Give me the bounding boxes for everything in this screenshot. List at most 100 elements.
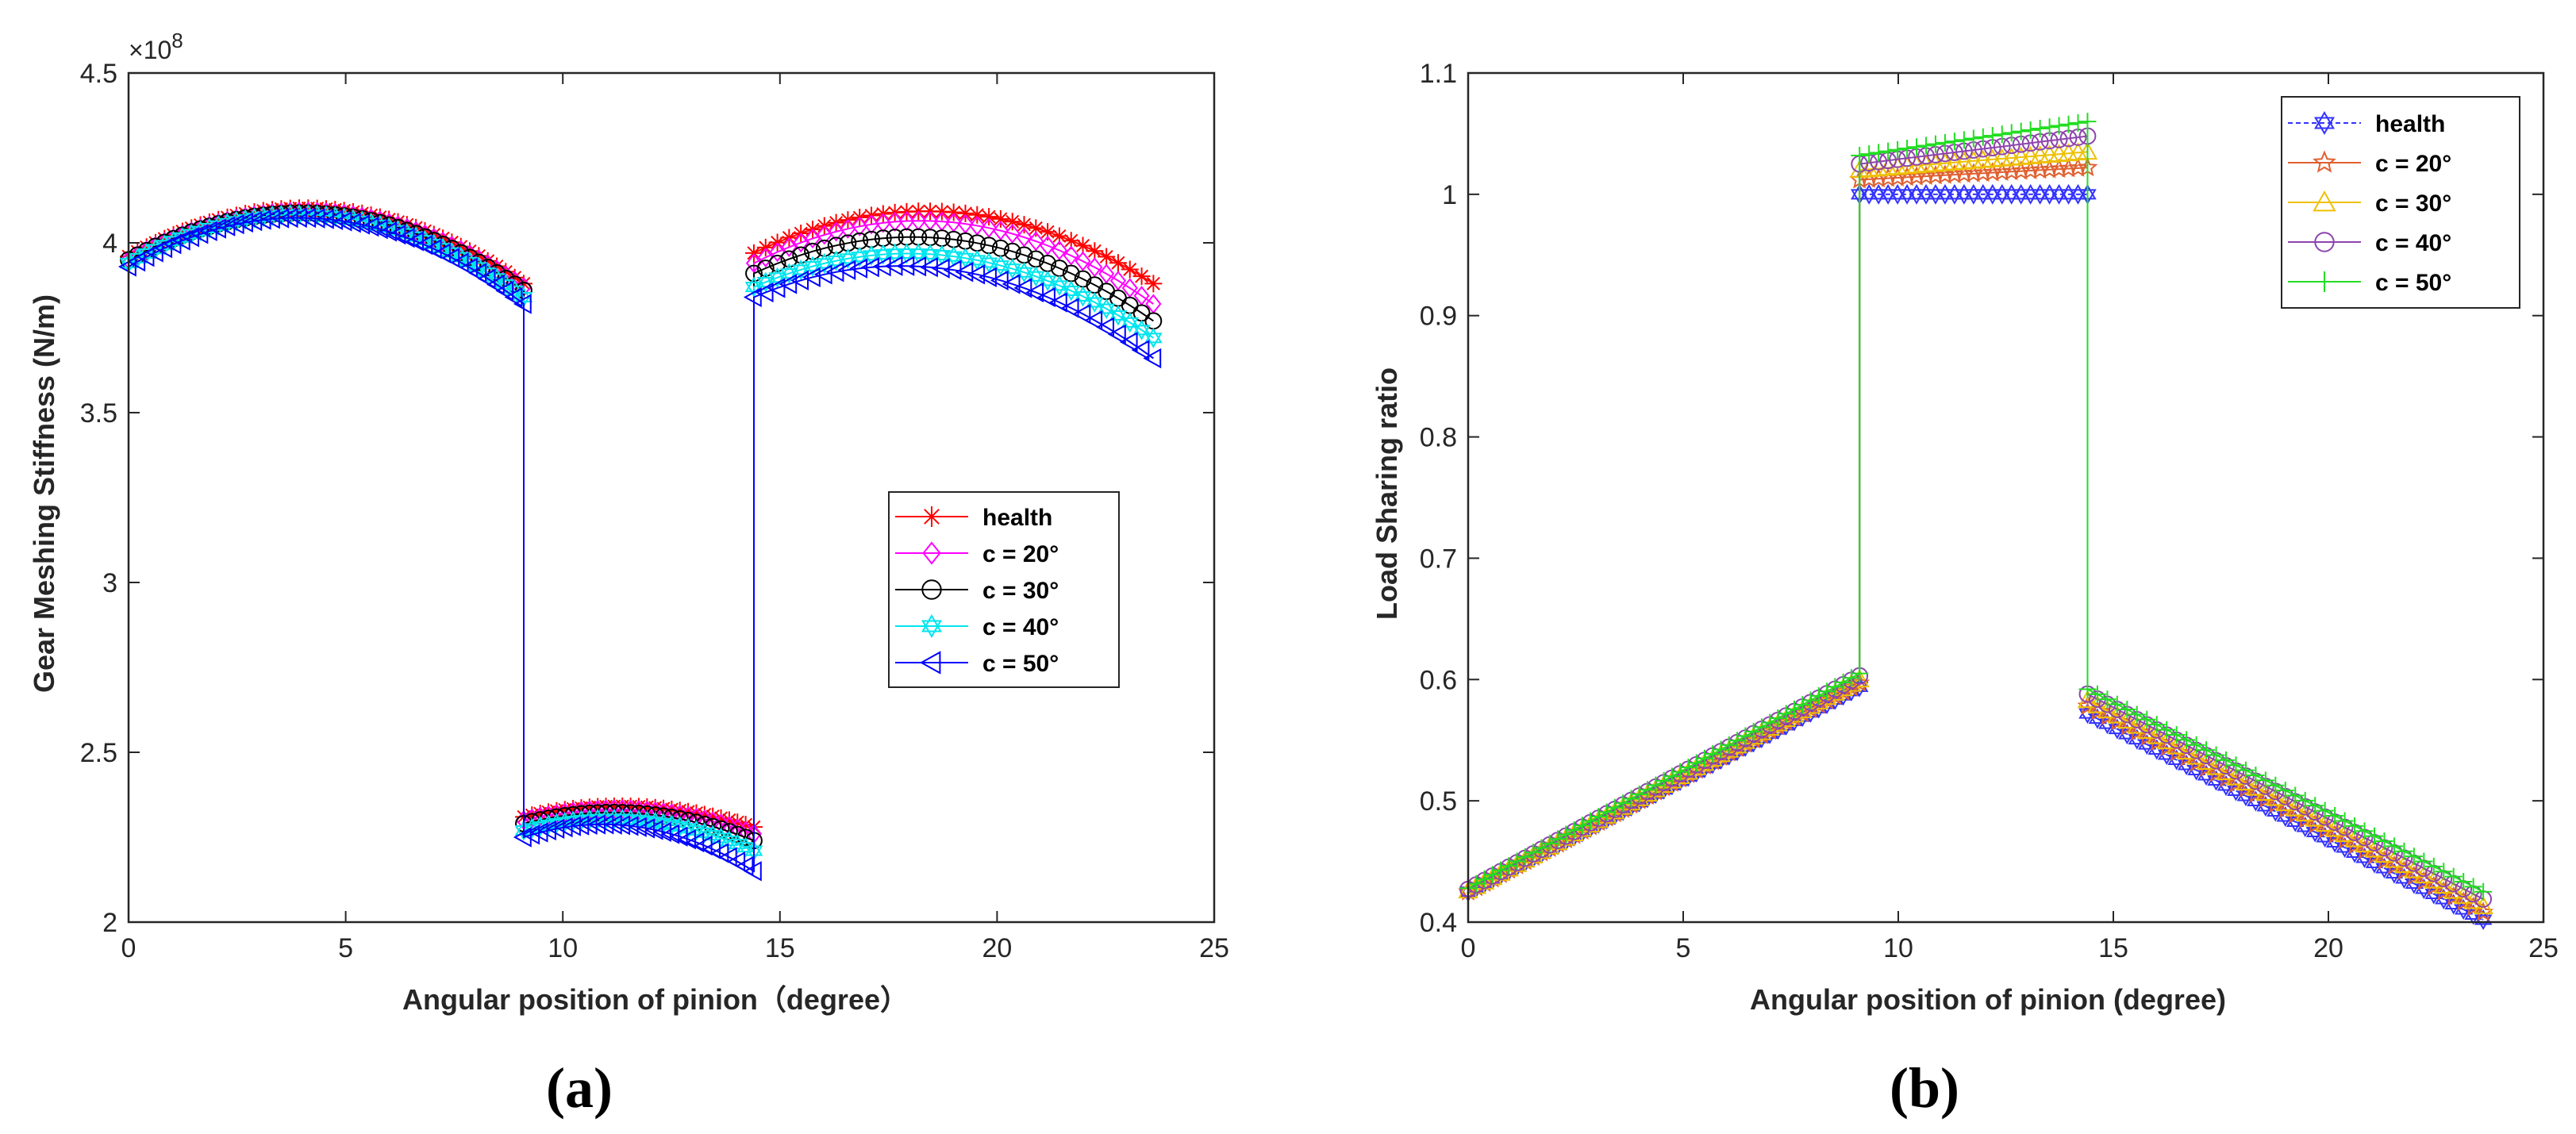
data-point [2078,113,2097,131]
panel-a-plot-area [117,199,1163,882]
data-point [317,200,335,218]
data-point [2127,715,2147,734]
data-point [745,264,763,283]
data-point [506,268,524,286]
data-point [529,822,548,843]
data-point [531,805,549,823]
data-point [1028,231,1044,252]
data-point [2012,122,2030,140]
data-point [2435,863,2453,881]
data-point [521,825,540,845]
data-point [218,208,236,226]
data-point [2087,694,2108,713]
data-point [2136,721,2157,740]
data-point [1048,292,1067,313]
data-point [745,253,763,274]
data-point [1096,317,1114,337]
data-point [2316,801,2334,820]
data-point [1879,142,1897,160]
data-point [326,201,344,219]
data-point [687,804,706,822]
data-point [1647,776,1665,794]
data-point [1475,870,1494,888]
data-point [992,221,1009,241]
data-point [932,244,952,266]
data-point [452,237,470,256]
data-point [1926,135,1944,153]
data-point [342,213,361,233]
data-point [2196,752,2217,771]
data-point [198,221,217,241]
x-tick-label: 0 [1461,933,1476,963]
y-tick-label: 0.4 [1420,908,1457,938]
y-tick-label: 2 [102,908,117,938]
data-point [2108,695,2126,713]
data-point [2077,690,2098,709]
data-point [1704,745,1722,763]
data-point [1144,327,1163,348]
data-point [743,286,762,308]
x-tick-label: 5 [338,933,353,963]
data-point [1015,216,1033,234]
legend-marker [921,506,942,527]
data-point [790,270,809,291]
data-point [571,815,590,836]
data-point [299,199,317,217]
data-point [183,219,201,237]
data-point [704,807,722,825]
data-point [2197,741,2216,759]
data-point [315,209,334,229]
data-point [279,207,298,229]
data-point [1964,129,1982,148]
data-point [1004,223,1021,244]
data-point [306,208,325,229]
data-point [1037,286,1055,308]
data-point [1131,340,1150,360]
data-point [1039,223,1057,241]
data-point [2156,731,2177,750]
data-point [479,252,497,270]
y-tick-label: 3 [102,568,117,598]
data-point [164,225,183,244]
data-point [271,208,290,229]
data-point [669,826,688,847]
data-point [1015,262,1033,283]
data-point [769,242,786,263]
data-point [1842,669,1860,687]
x-tick-label: 5 [1676,933,1691,963]
data-point [1851,146,1869,164]
data-point [2059,115,2078,133]
data-point [2118,701,2136,719]
data-point [236,205,255,223]
data-point [1051,240,1068,261]
data-point [628,817,647,837]
data-point [288,207,307,229]
data-point [497,263,515,281]
data-point [540,803,558,821]
data-point [956,204,975,222]
data-point [495,280,514,302]
data-point [898,243,916,264]
panel-b-y-ticks: 0.4 0.5 0.6 0.7 0.8 0.9 1 1.1 [1420,59,2543,938]
data-point [504,286,523,308]
data-point [874,244,893,265]
y-tick-label: 2.5 [80,738,117,768]
y-tick-label: 0.9 [1420,302,1457,332]
legend-label: c = 20° [982,541,1059,567]
data-point [1013,278,1032,298]
data-point [1098,263,1115,284]
data-point [1945,133,1963,151]
legend-label: c = 40° [2375,230,2451,256]
data-point [1483,866,1501,884]
data-point [1695,749,1713,767]
data-point [1062,232,1080,250]
data-point [441,248,460,268]
data-point [2098,690,2117,709]
data-point [2464,878,2482,896]
data-point [2147,725,2167,744]
data-point [2186,746,2207,765]
data-point [886,211,903,233]
data-point [548,801,566,820]
data-point [208,218,226,239]
x-tick-label: 15 [2098,933,2128,963]
